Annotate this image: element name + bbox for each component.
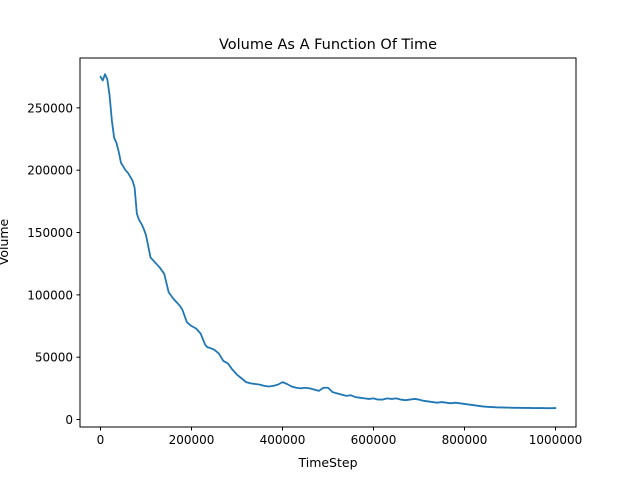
y-tick-label: 50000: [35, 351, 73, 365]
y-axis: 0 50000 100000 150000 200000 250000: [27, 101, 80, 427]
y-tick-label: 0: [65, 413, 73, 427]
axes-frame: [79, 57, 577, 428]
x-tick-label: 800000: [442, 433, 488, 447]
y-tick-label: 200000: [27, 164, 73, 178]
x-tick-label: 600000: [351, 433, 397, 447]
y-axis-label: Volume: [0, 218, 11, 265]
x-tick-label: 0: [97, 433, 105, 447]
x-tick-label: 200000: [169, 433, 215, 447]
x-tick-label: 1000000: [529, 433, 582, 447]
y-tick-label: 250000: [27, 101, 73, 115]
x-axis-label: TimeStep: [297, 455, 357, 470]
plot-area: [99, 73, 557, 410]
chart-title: Volume As A Function Of Time: [219, 37, 437, 53]
x-tick-label: 400000: [260, 433, 306, 447]
y-tick-label: 150000: [27, 226, 73, 240]
y-tick-label: 100000: [27, 288, 73, 302]
x-axis: 0 200000 400000 600000 800000 1000000: [97, 427, 582, 447]
series-line: [99, 73, 557, 410]
